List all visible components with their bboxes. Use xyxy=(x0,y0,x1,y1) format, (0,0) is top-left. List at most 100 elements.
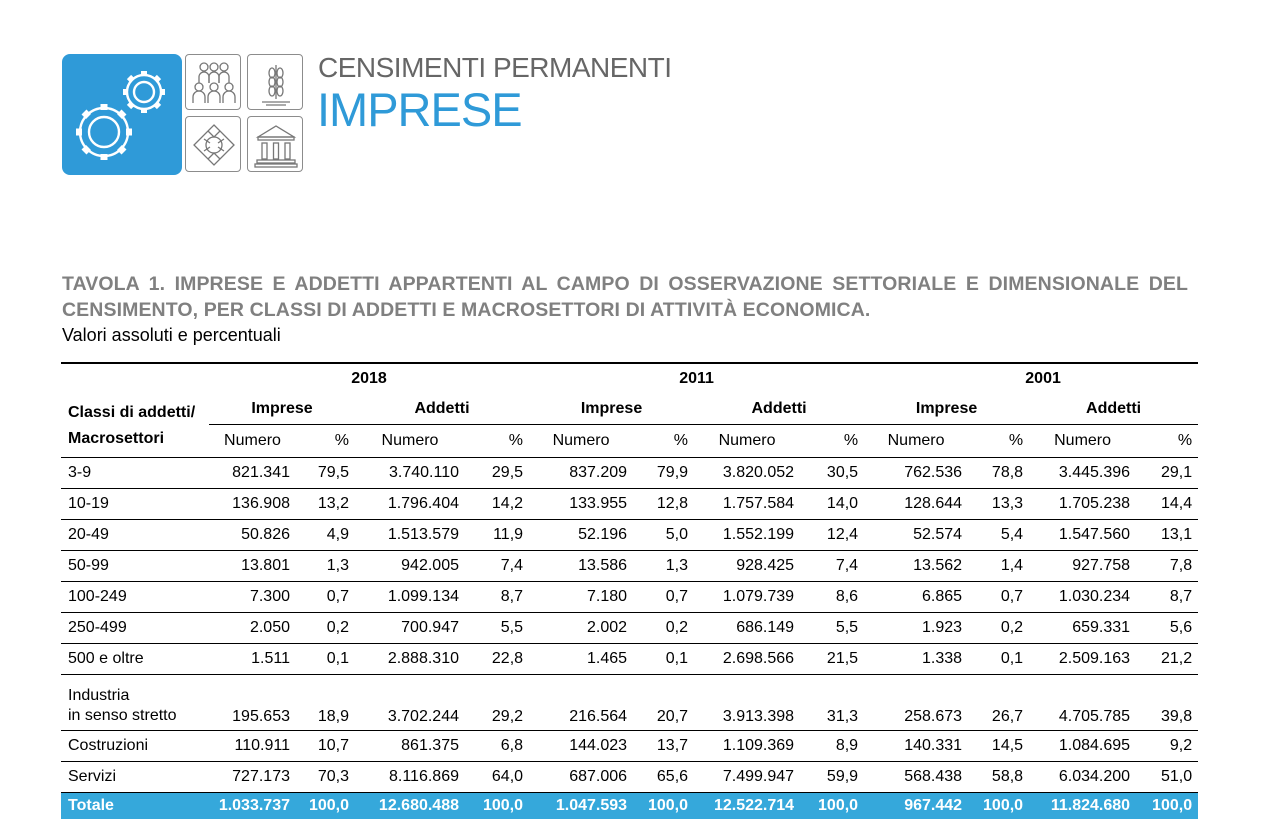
row-header: Classi di addetti/ Macrosettori xyxy=(61,394,209,458)
group-addetti: Addetti xyxy=(355,394,530,425)
row-header-line2: Macrosettori xyxy=(68,429,165,447)
table-cell: 1.547.560 xyxy=(1029,519,1137,551)
logo-line2: IMPRESE xyxy=(317,83,523,136)
table-row: 500 e oltre 1.511 0,1 2.888.310 22,8 1.465 0,1… xyxy=(61,643,1199,675)
total-label: Totale xyxy=(61,792,209,819)
row-label: 20-49 xyxy=(61,519,209,551)
table-cell: 39,8 xyxy=(1136,674,1199,731)
row-label-text: Industria xyxy=(68,687,130,704)
row-label-text: 100-249 xyxy=(68,588,127,605)
table-cell: 3.702.244 xyxy=(355,674,465,731)
table-row: 3-9 821.341 79,5 3.740.110 29,5 837.209 79,9 3.… xyxy=(61,457,1199,489)
table-cell: 79,5 xyxy=(296,457,355,489)
subheader: Numero xyxy=(209,424,296,458)
table-row: 250-499 2.050 0,2 700.947 5,5 2.002 0,2 686.149… xyxy=(61,612,1199,644)
table-cell: 4.705.785 xyxy=(1029,674,1137,731)
table-cell: 13,3 xyxy=(968,488,1030,520)
logo-line1: CENSIMENTI PERMANENTI xyxy=(318,52,672,83)
subheader: % xyxy=(1136,424,1199,458)
table-row: Servizi 727.173 70,3 8.116.869 64,0 687.006 65… xyxy=(61,761,1199,793)
table-cell: 14,0 xyxy=(800,488,865,520)
subheader: Numero xyxy=(864,424,969,458)
table-cell: 6.034.200 xyxy=(1029,761,1137,793)
table-cell: 50.826 xyxy=(209,519,296,551)
table-cell: 0,7 xyxy=(633,581,695,613)
table-cell: 659.331 xyxy=(1029,612,1137,644)
table-cell: 7,4 xyxy=(800,550,865,582)
subheader: % xyxy=(968,424,1030,458)
table-cell: 6,8 xyxy=(465,730,530,762)
subheader: Numero xyxy=(355,424,465,458)
group-addetti: Addetti xyxy=(1029,394,1199,425)
data-table: 2018 2011 2001 Classi di addetti/ Macros… xyxy=(61,362,1199,819)
table-cell: 21,5 xyxy=(800,643,865,675)
row-label-text: 500 e oltre xyxy=(68,650,144,667)
subheader: Numero xyxy=(1029,424,1137,458)
table-cell: 14,4 xyxy=(1136,488,1199,520)
table-cell: 0,1 xyxy=(968,643,1030,675)
total-row: Totale 1.033.737 100,0 12.680.488 100,0 … xyxy=(61,792,1199,819)
table-cell: 2.888.310 xyxy=(355,643,465,675)
table-cell: 9,2 xyxy=(1136,730,1199,762)
table-cell: 3.820.052 xyxy=(694,457,801,489)
table-cell: 8,9 xyxy=(800,730,865,762)
table-cell: 8,6 xyxy=(800,581,865,613)
table-cell: 1.513.579 xyxy=(355,519,465,551)
table-row: Industria in senso stretto 195.653 18,9 3.70… xyxy=(61,674,1199,731)
table-cell: 7.300 xyxy=(209,581,296,613)
table-cell: 30,5 xyxy=(800,457,865,489)
subheader: % xyxy=(633,424,695,458)
total-cell: 100,0 xyxy=(800,792,865,819)
table-cell: 1.084.695 xyxy=(1029,730,1137,762)
subheader-row: Numero % Numero % Numero % Numero % Nume… xyxy=(61,424,1199,458)
row-label-text: 20-49 xyxy=(68,526,109,543)
table-cell: 5,6 xyxy=(1136,612,1199,644)
row-label: Servizi xyxy=(61,761,209,793)
table-cell: 0,1 xyxy=(633,643,695,675)
wheat-icon xyxy=(247,54,303,110)
gears-icon xyxy=(62,54,182,175)
table-cell: 11,9 xyxy=(465,519,530,551)
table-cell: 942.005 xyxy=(355,550,465,582)
table-cell: 0,7 xyxy=(968,581,1030,613)
subheader: % xyxy=(800,424,865,458)
table-cell: 110.911 xyxy=(209,730,296,762)
table-cell: 216.564 xyxy=(529,674,634,731)
table-cell: 1,3 xyxy=(633,550,695,582)
table-cell: 1.079.739 xyxy=(694,581,801,613)
group-imprese: Imprese xyxy=(529,394,695,425)
table-cell: 78,8 xyxy=(968,457,1030,489)
table-cell: 7.180 xyxy=(529,581,634,613)
table-cell: 0,1 xyxy=(296,643,355,675)
table-cell: 0,2 xyxy=(633,612,695,644)
table-cell: 1.705.238 xyxy=(1029,488,1137,520)
total-cell: 100,0 xyxy=(633,792,695,819)
subheader: Numero xyxy=(694,424,801,458)
group-imprese: Imprese xyxy=(864,394,1030,425)
row-label-text: 250-499 xyxy=(68,619,127,636)
table-cell: 59,9 xyxy=(800,761,865,793)
table-cell: 29,1 xyxy=(1136,457,1199,489)
table-cell: 1.099.134 xyxy=(355,581,465,613)
table-cell: 12,4 xyxy=(800,519,865,551)
table-cell: 12,8 xyxy=(633,488,695,520)
table-cell: 1.030.234 xyxy=(1029,581,1137,613)
table-cell: 1.552.199 xyxy=(694,519,801,551)
group-addetti: Addetti xyxy=(694,394,865,425)
table-cell: 136.908 xyxy=(209,488,296,520)
table-cell: 762.536 xyxy=(864,457,969,489)
table-cell: 79,9 xyxy=(633,457,695,489)
table-row: Costruzioni 110.911 10,7 861.375 6,8 144.023 1… xyxy=(61,730,1199,762)
table-cell: 13.562 xyxy=(864,550,969,582)
table-cell: 10,7 xyxy=(296,730,355,762)
table-cell: 258.673 xyxy=(864,674,969,731)
row-label-text-2: in senso stretto xyxy=(68,707,177,724)
row-label-text: 3-9 xyxy=(68,464,92,481)
total-cell: 100,0 xyxy=(465,792,530,819)
table-cell: 1.338 xyxy=(864,643,969,675)
table-cell: 0,7 xyxy=(296,581,355,613)
total-cell: 100,0 xyxy=(1136,792,1199,819)
building-icon xyxy=(247,116,303,172)
table-row: 20-49 50.826 4,9 1.513.579 11,9 52.196 5,0 1.55… xyxy=(61,519,1199,551)
table-cell: 7,4 xyxy=(465,550,530,582)
